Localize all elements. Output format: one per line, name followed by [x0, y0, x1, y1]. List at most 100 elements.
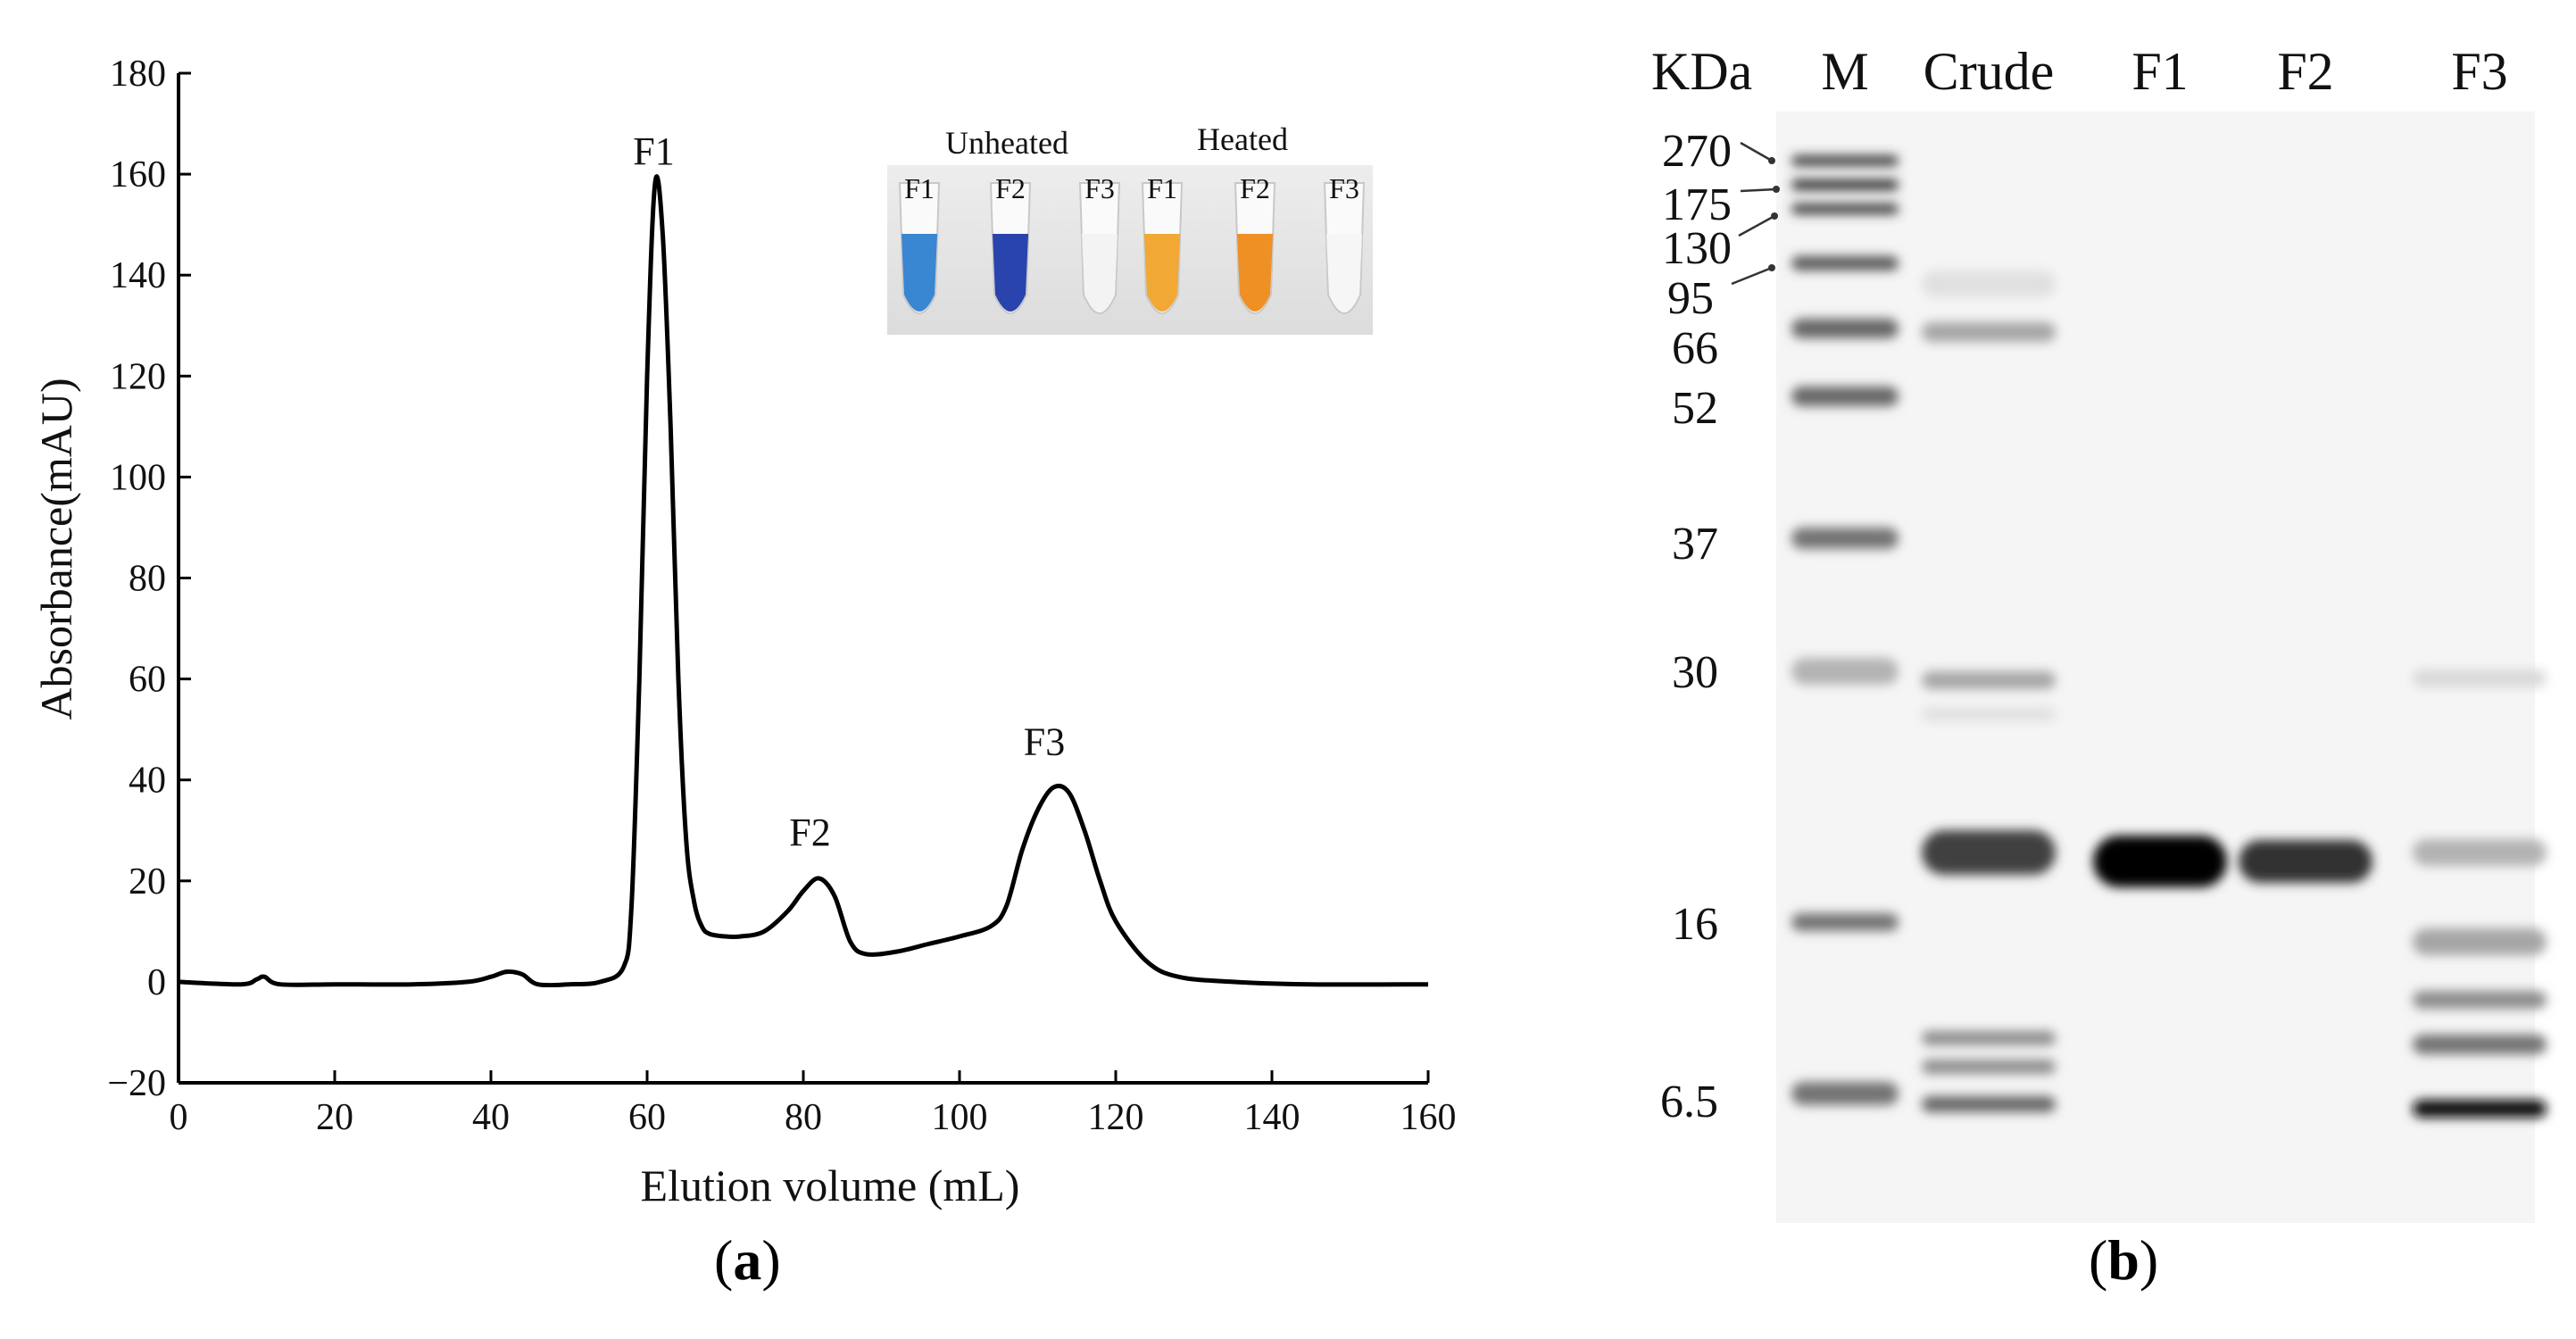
- y-tick-label: 80: [129, 559, 166, 600]
- tube-label: F3: [1329, 172, 1359, 204]
- peak-label-f3: F3: [1024, 719, 1065, 763]
- gel-band: [2413, 670, 2547, 687]
- x-tick-label: 40: [472, 1097, 510, 1138]
- tube-liquid: [902, 234, 937, 312]
- gel-band: [1791, 528, 1899, 549]
- inset-label-heated: Heated: [1197, 121, 1288, 157]
- gel-band: [1922, 830, 2056, 875]
- gel-band: [1791, 387, 1899, 406]
- arrow-head: [1768, 264, 1775, 271]
- arrow-head: [1768, 157, 1775, 164]
- lane-label-f3: F3: [2451, 42, 2507, 101]
- arrow-head: [1773, 186, 1780, 193]
- gel-band: [1791, 658, 1899, 685]
- gel-band: [1791, 913, 1899, 931]
- gel-band: [1922, 322, 2056, 342]
- x-tick-label: 160: [1400, 1097, 1457, 1138]
- gel-band: [1791, 155, 1899, 166]
- gel-unit-label: KDa: [1651, 42, 1752, 101]
- panel-letter-a: a: [733, 1228, 762, 1292]
- gel-band: [2093, 836, 2227, 887]
- marker-size-label: 270: [1662, 126, 1732, 177]
- y-tick-label: 120: [110, 356, 166, 397]
- tube-2: F2: [989, 172, 1032, 314]
- arrow-head: [1771, 212, 1778, 220]
- y-tick-label: 100: [110, 457, 166, 498]
- marker-size-label: 30: [1672, 647, 1718, 698]
- marker-size-label: 37: [1672, 519, 1718, 570]
- tube-label: F3: [1084, 172, 1115, 204]
- gel-band: [1922, 1060, 2056, 1074]
- gel-band: [1791, 179, 1899, 190]
- marker-size-label: 130: [1662, 223, 1732, 274]
- tube-6: F3: [1323, 172, 1366, 314]
- y-tick-label: 180: [110, 54, 166, 95]
- gel-band: [1922, 1031, 2056, 1045]
- peak-label-f2: F2: [789, 811, 830, 854]
- gel-band: [1922, 1096, 2056, 1112]
- panel-letter-b: b: [2107, 1228, 2140, 1292]
- tube-label: F2: [1240, 172, 1270, 204]
- marker-size-label: 95: [1667, 273, 1714, 324]
- y-tick-label: 0: [147, 962, 166, 1003]
- tube-liquid: [1237, 234, 1273, 312]
- marker-size-label: 16: [1672, 899, 1718, 950]
- gel-band: [1922, 270, 2056, 297]
- lane-label-m: M: [1821, 42, 1868, 101]
- inset-background: [887, 165, 1373, 335]
- gel-band: [2413, 1035, 2547, 1054]
- lane-label-crude: Crude: [1924, 42, 2055, 101]
- x-tick-label: 60: [628, 1097, 666, 1138]
- marker-size-label: 175: [1662, 179, 1732, 230]
- lane-label-f1: F1: [2131, 42, 2188, 101]
- peak-label-f1: F1: [633, 129, 674, 173]
- marker-arrows: [1731, 141, 1780, 286]
- tube-label: F2: [995, 172, 1026, 204]
- marker-arrow: [1740, 141, 1773, 162]
- marker-arrow: [1740, 187, 1777, 193]
- x-tick-label: 0: [170, 1097, 188, 1138]
- absorbance-curve: [178, 174, 1429, 988]
- inset-label-unheated: Unheated: [945, 125, 1068, 161]
- marker-arrow: [1731, 266, 1773, 286]
- gel-band: [1791, 319, 1899, 338]
- y-tick-label: 160: [110, 154, 166, 195]
- tube-1: F1: [898, 172, 941, 314]
- marker-size-label: 66: [1672, 323, 1718, 374]
- tube-3: F3: [1078, 172, 1121, 314]
- tube-label: F1: [904, 172, 935, 204]
- y-tick-label: 140: [110, 255, 166, 296]
- gel-band: [1791, 204, 1899, 214]
- x-tick-label: 20: [316, 1097, 353, 1138]
- gel-band: [2239, 840, 2372, 883]
- x-tick-label: 140: [1244, 1097, 1300, 1138]
- x-tick-label: 80: [785, 1097, 822, 1138]
- gel-band: [1791, 256, 1899, 270]
- panel-label-a: (a): [714, 1228, 781, 1292]
- tube-liquid: [993, 234, 1028, 312]
- y-tick-label: 60: [129, 660, 166, 701]
- gel-band: [2413, 839, 2547, 866]
- marker-arrow: [1738, 214, 1775, 237]
- gel-band: [2413, 928, 2547, 955]
- tube-liquid: [1326, 234, 1362, 312]
- x-axis-label: Elution volume (mL): [641, 1160, 1020, 1210]
- y-tick-label: −20: [107, 1063, 166, 1104]
- tube-photo-inset: Unheated Heated F1 F2 F3 F1 F2 F3: [887, 121, 1373, 335]
- y-tick-label: 20: [129, 861, 166, 902]
- chromatogram-ticks: 0 20 40 60 80 100 120 140 160−200204060801001201…: [107, 54, 1456, 1138]
- lane-label-f2: F2: [2277, 42, 2333, 101]
- marker-size-label: 52: [1672, 383, 1718, 434]
- marker-size-label: 6.5: [1660, 1077, 1718, 1127]
- gel-band: [2413, 991, 2547, 1009]
- gel-bands: [1791, 155, 2547, 1118]
- gel-band: [1922, 707, 2056, 721]
- y-axis-label: Absorbance(mAU): [31, 378, 81, 719]
- gel-band: [1791, 1082, 1899, 1105]
- tube-label: F1: [1147, 172, 1177, 204]
- tube-liquid: [1144, 234, 1180, 312]
- tube-4: F1: [1141, 172, 1184, 314]
